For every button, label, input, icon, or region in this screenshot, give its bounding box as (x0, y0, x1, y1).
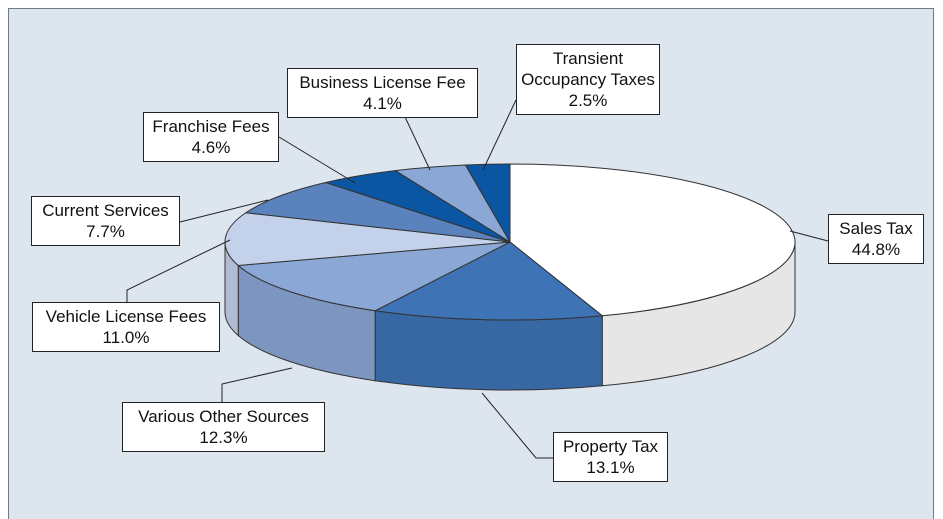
label-value: 4.6% (191, 138, 231, 157)
label-name: Property Tax (562, 437, 659, 456)
label-name: Various Other Sources (138, 407, 309, 426)
slice (244, 181, 511, 243)
label-value: 13.1% (586, 458, 635, 477)
label-name: Transient Occupancy Taxes (521, 49, 655, 89)
leader-line (482, 99, 517, 171)
data-label: Franchise Fees 4.6% (143, 112, 279, 162)
slice (224, 212, 511, 267)
leader-line (278, 136, 356, 184)
label-value: 11.0% (102, 328, 150, 347)
label-value: 12.3% (199, 428, 248, 447)
slice (509, 163, 796, 317)
slice (373, 241, 604, 321)
label-name: Franchise Fees (152, 117, 270, 136)
slice (237, 241, 511, 312)
leader-line (481, 392, 553, 459)
data-label: Business License Fee 4.1% (287, 68, 478, 118)
leader-line (404, 116, 431, 171)
label-value: 4.1% (363, 94, 402, 113)
label-name: Business License Fee (299, 73, 466, 92)
data-label: Transient Occupancy Taxes 2.5% (516, 44, 660, 115)
data-label: Various Other Sources 12.3% (122, 402, 325, 452)
label-name: Sales Tax (839, 219, 913, 238)
label-name: Current Services (42, 201, 169, 220)
data-label: Property Tax 13.1% (553, 432, 668, 482)
data-label: Current Services 7.7% (31, 196, 180, 246)
label-name: Vehicle License Fees (45, 307, 207, 326)
label-value: 44.8% (851, 240, 901, 259)
leader-line (126, 239, 231, 302)
leader-line (221, 367, 293, 402)
data-label: Sales Tax 44.8% (828, 214, 924, 264)
slice (464, 163, 511, 244)
data-label: Vehicle License Fees 11.0% (32, 302, 220, 352)
label-value: 2.5% (568, 91, 608, 110)
leader-line (179, 199, 269, 223)
slice-side (374, 310, 603, 391)
leader-line (789, 230, 829, 242)
label-value: 7.7% (86, 222, 125, 241)
